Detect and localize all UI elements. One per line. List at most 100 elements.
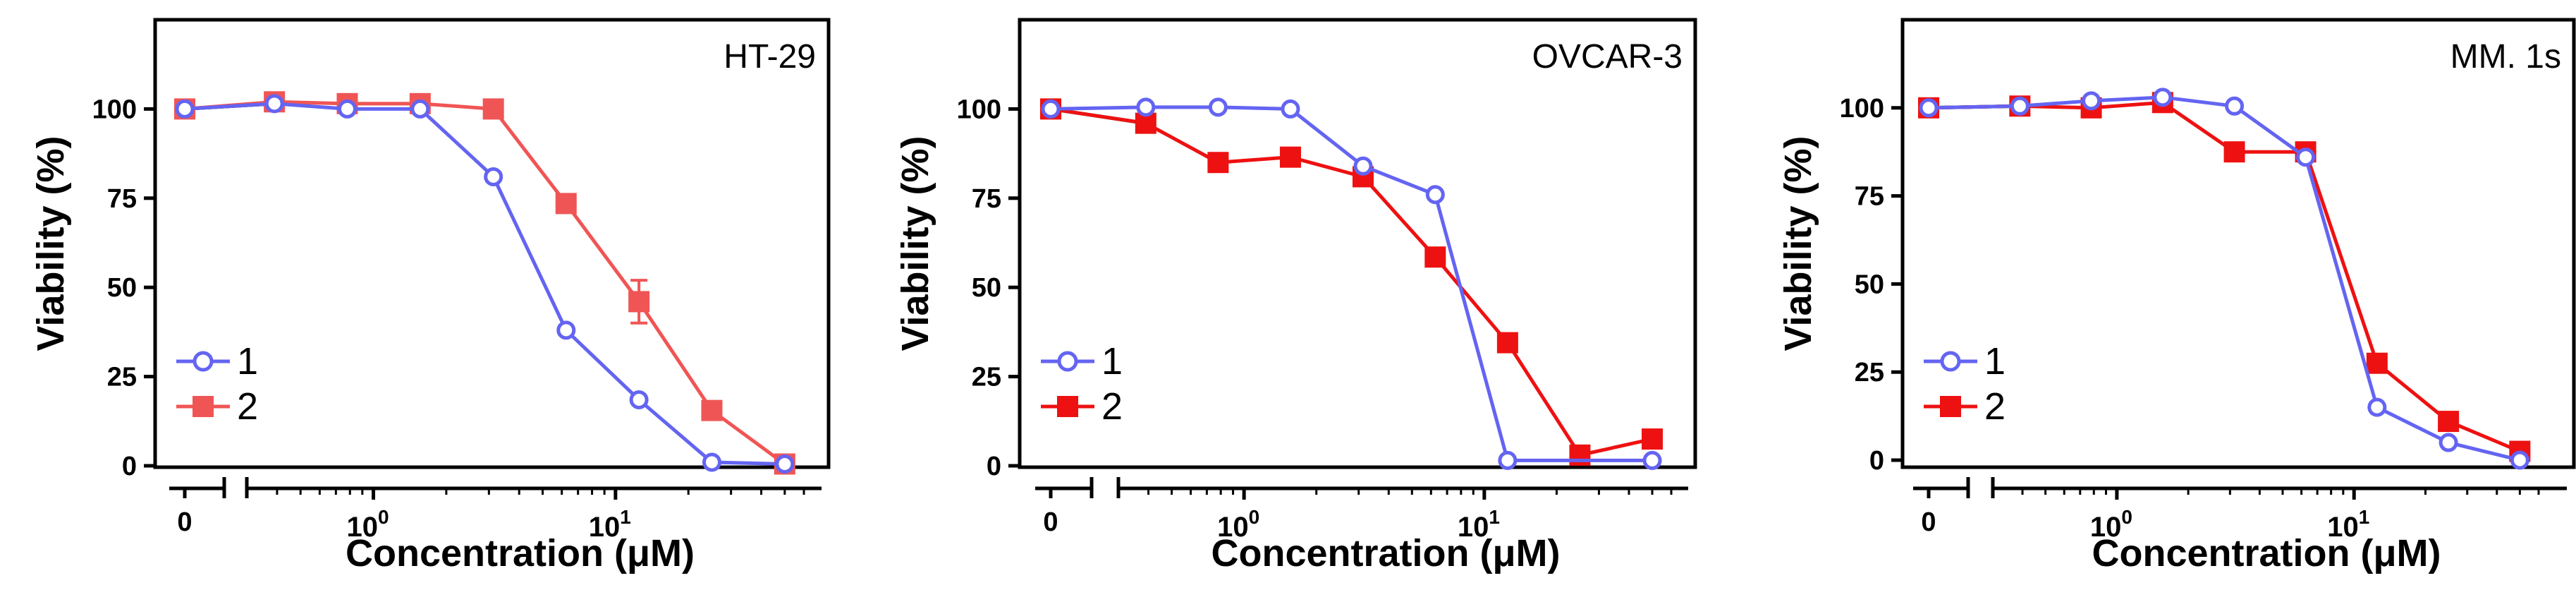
legend-label-2: 2 bbox=[237, 385, 258, 428]
data-point-1 bbox=[2438, 433, 2458, 452]
data-point-1 bbox=[484, 167, 503, 186]
panel-title: MM. 1s bbox=[2450, 38, 2561, 76]
legend: 12 bbox=[176, 340, 258, 428]
data-point-1 bbox=[1919, 98, 1939, 118]
data-point-1 bbox=[1136, 97, 1156, 117]
legend-marker-1 bbox=[193, 351, 214, 372]
data-point-1 bbox=[1642, 450, 1662, 470]
x-tick-label-zero: 0 bbox=[177, 507, 192, 537]
x-tick-label: 101 bbox=[589, 506, 631, 543]
y-tick-label: 100 bbox=[957, 95, 1001, 124]
y-tick-label: 25 bbox=[972, 363, 1001, 392]
y-tick-label: 0 bbox=[122, 452, 137, 481]
y-tick-label: 0 bbox=[1869, 446, 1884, 476]
data-point-1 bbox=[337, 99, 357, 119]
legend: 12 bbox=[1041, 340, 1123, 428]
legend-marker-2 bbox=[1057, 396, 1078, 417]
x-axis-title: Concentration (μM) bbox=[1211, 532, 1561, 574]
series-1 bbox=[1919, 88, 2529, 470]
y-tick-label: 100 bbox=[1840, 94, 1884, 124]
y-tick-label: 25 bbox=[107, 363, 137, 392]
data-point-2 bbox=[2366, 352, 2388, 374]
legend-label-1: 1 bbox=[1984, 340, 2006, 383]
data-point-1 bbox=[2367, 397, 2387, 417]
series-2 bbox=[1918, 92, 2531, 462]
y-tick-label: 50 bbox=[1855, 270, 1884, 299]
plot-frame bbox=[1018, 18, 1697, 469]
data-point-1 bbox=[1041, 99, 1061, 119]
data-point-1 bbox=[1425, 185, 1445, 205]
series-1 bbox=[1041, 97, 1662, 470]
data-point-1 bbox=[175, 99, 195, 119]
data-point-1 bbox=[2153, 88, 2173, 107]
panel-1: 0 25 50 75 100 Viability (%) 0 100 101Concentrat… bbox=[30, 18, 831, 574]
x-tick-label: 101 bbox=[1458, 506, 1500, 543]
plot-frame bbox=[1900, 18, 2576, 469]
data-point-1 bbox=[410, 99, 430, 119]
data-point-2 bbox=[701, 399, 723, 421]
legend-marker-1 bbox=[1940, 351, 1961, 372]
y-tick-label: 0 bbox=[987, 452, 1001, 481]
data-point-2 bbox=[555, 193, 577, 215]
data-point-1 bbox=[629, 390, 649, 409]
series-line-1 bbox=[1050, 105, 1653, 462]
data-point-2 bbox=[1496, 332, 1518, 354]
series-line-2 bbox=[1050, 107, 1653, 457]
data-point-1 bbox=[2082, 91, 2101, 111]
data-point-1 bbox=[2225, 96, 2245, 116]
data-point-1 bbox=[2010, 96, 2029, 116]
data-point-2 bbox=[2438, 411, 2460, 433]
data-point-1 bbox=[1208, 97, 1228, 117]
y-axis-title: Viability (%) bbox=[1777, 136, 1819, 351]
data-point-1 bbox=[1498, 450, 1518, 470]
y-tick-label: 100 bbox=[92, 95, 137, 124]
legend-label-1: 1 bbox=[1101, 340, 1123, 383]
panel-3: 0 25 50 75 100 Viability (%) 0 100 101Concentrat… bbox=[1777, 18, 2576, 574]
y-axis-title: Viability (%) bbox=[894, 136, 936, 351]
data-point-1 bbox=[775, 454, 795, 474]
legend-label-2: 2 bbox=[1984, 385, 2006, 428]
y-tick-label: 25 bbox=[1855, 358, 1884, 387]
panel-2: 0 25 50 75 100 Viability (%) 0 100 101Concentrat… bbox=[894, 18, 1697, 574]
data-point-1 bbox=[2296, 148, 2316, 167]
x-tick-label: 100 bbox=[346, 506, 389, 543]
series-line-1 bbox=[184, 102, 785, 466]
x-tick-label: 100 bbox=[2090, 506, 2132, 543]
legend-marker-2 bbox=[1940, 396, 1961, 417]
data-point-1 bbox=[264, 94, 284, 114]
y-tick-label: 50 bbox=[972, 273, 1001, 303]
x-tick-label: 101 bbox=[2327, 506, 2369, 543]
series-line-2 bbox=[184, 100, 786, 466]
data-point-1 bbox=[2510, 450, 2529, 470]
data-point-2 bbox=[1279, 146, 1301, 168]
x-tick-label-zero: 0 bbox=[1921, 507, 1936, 537]
y-tick-label: 75 bbox=[972, 184, 1001, 214]
y-tick-label: 75 bbox=[1855, 182, 1884, 212]
legend-marker-1 bbox=[1057, 351, 1078, 372]
legend-marker-2 bbox=[193, 396, 214, 417]
data-point-2 bbox=[1207, 152, 1229, 174]
y-tick-label: 50 bbox=[107, 273, 137, 303]
legend: 12 bbox=[1924, 340, 2006, 428]
x-tick-label-zero: 0 bbox=[1043, 507, 1058, 537]
data-point-1 bbox=[556, 320, 576, 340]
data-point-2 bbox=[482, 98, 504, 120]
panel-title: HT-29 bbox=[724, 38, 816, 76]
x-tick-label: 100 bbox=[1217, 506, 1259, 543]
plot-frame bbox=[153, 18, 831, 469]
x-axis-title: Concentration (μM) bbox=[346, 532, 695, 574]
legend-label-1: 1 bbox=[237, 340, 258, 383]
data-point-1 bbox=[702, 452, 721, 472]
data-point-2 bbox=[628, 291, 650, 313]
series-2 bbox=[1040, 98, 1664, 466]
panel-title: OVCAR-3 bbox=[1532, 38, 1683, 76]
data-point-1 bbox=[1281, 99, 1300, 119]
legend-label-2: 2 bbox=[1101, 385, 1123, 428]
series-1 bbox=[175, 94, 795, 474]
data-point-1 bbox=[1353, 156, 1373, 176]
y-tick-label: 75 bbox=[107, 184, 137, 214]
data-point-2 bbox=[1569, 444, 1591, 466]
series-2 bbox=[174, 91, 795, 475]
data-point-2 bbox=[2223, 141, 2245, 163]
